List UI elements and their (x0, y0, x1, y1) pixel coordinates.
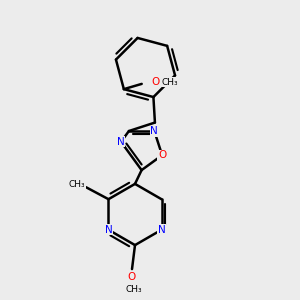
Text: O: O (158, 150, 166, 160)
Text: O: O (128, 272, 136, 283)
Text: N: N (158, 225, 165, 235)
Text: CH₃: CH₃ (125, 285, 142, 294)
Text: CH₃: CH₃ (162, 78, 178, 87)
Text: N: N (105, 225, 112, 235)
Text: N: N (117, 137, 125, 147)
Text: CH₃: CH₃ (69, 180, 85, 189)
Text: N: N (150, 126, 158, 136)
Text: O: O (151, 77, 159, 87)
